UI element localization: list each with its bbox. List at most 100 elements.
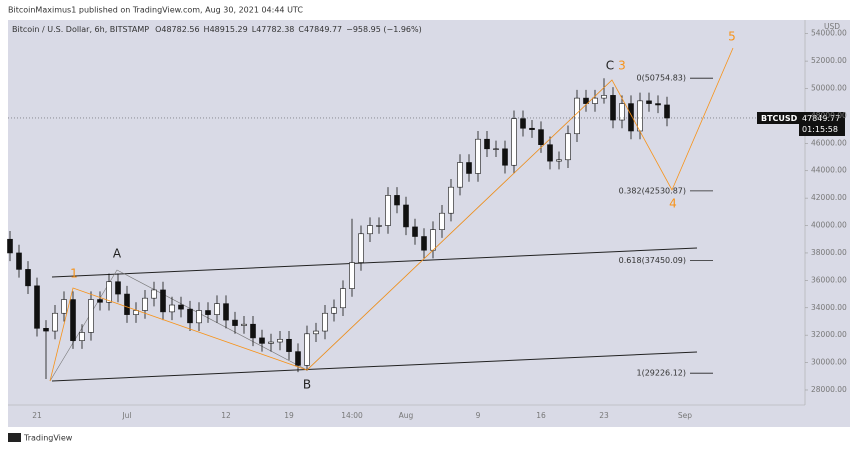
fib-label: 0.618(37450.09) xyxy=(619,256,686,265)
candle-body xyxy=(88,299,94,333)
ohlc-value: 48915.29 xyxy=(210,25,248,34)
candle-body xyxy=(637,100,643,132)
x-tick-label: 14:00 xyxy=(341,411,363,420)
candle-body xyxy=(529,127,535,130)
legend: Bitcoin / U.S. Dollar, 6h, BITSTAMP O4878… xyxy=(12,25,422,34)
x-tick-label: 12 xyxy=(221,411,231,420)
wave-label: 4 xyxy=(669,197,677,211)
candle-body xyxy=(115,281,121,295)
ohlc-value: 47782.38 xyxy=(256,25,294,34)
candle-body xyxy=(520,118,526,129)
x-tick-label: 16 xyxy=(536,411,546,420)
wave-label: A xyxy=(113,247,122,261)
candle-body xyxy=(169,304,175,313)
y-tick-label: 44000.00 xyxy=(811,166,847,175)
candle-body xyxy=(655,103,661,106)
candle-body xyxy=(484,138,490,150)
x-tick-label: 21 xyxy=(32,411,42,420)
y-tick-label: 36000.00 xyxy=(811,275,847,284)
ohlc-label: H xyxy=(204,25,210,34)
candle-body xyxy=(610,95,616,121)
y-tick-label: 42000.00 xyxy=(811,193,847,202)
price-tag: 47849.77 xyxy=(802,114,840,123)
x-tick-label: Sep xyxy=(678,411,692,420)
candle-body xyxy=(133,310,139,315)
candle-body xyxy=(223,303,229,321)
candle-body xyxy=(331,307,337,314)
candle-body xyxy=(259,337,265,344)
candle-body xyxy=(349,262,355,289)
candle-body xyxy=(547,144,553,162)
candle-body xyxy=(430,229,436,251)
currency: USD xyxy=(824,22,840,31)
x-tick-label: Aug xyxy=(399,411,414,420)
fib-label: 0.382(42530.87) xyxy=(619,186,686,195)
candle-body xyxy=(268,341,274,344)
candle-body xyxy=(295,351,301,366)
candle-body xyxy=(583,97,589,104)
fib-label: 0(50754.83) xyxy=(636,74,686,83)
candle-body xyxy=(52,312,58,332)
candle-body xyxy=(97,299,103,303)
candle-body xyxy=(79,332,85,341)
candle-body xyxy=(448,186,454,214)
candle-body xyxy=(250,323,256,339)
elliott-wave xyxy=(49,47,734,382)
candle-body xyxy=(601,95,607,99)
candle-body xyxy=(106,281,112,303)
x-tick-label: 19 xyxy=(284,411,294,420)
candle-body xyxy=(124,293,130,315)
time-axis xyxy=(8,405,850,427)
candle-body xyxy=(151,289,157,299)
y-tick-label: 34000.00 xyxy=(811,303,847,312)
candle-body xyxy=(367,225,373,235)
candle-body xyxy=(574,97,580,135)
candle-body xyxy=(7,238,13,254)
candle-body xyxy=(313,330,319,335)
wave-label: 3 xyxy=(618,59,626,73)
candle-body xyxy=(619,103,625,121)
candle-body xyxy=(286,338,292,352)
ohlc-label: O xyxy=(155,25,161,34)
candle-body xyxy=(304,333,310,366)
y-tick-label: 40000.00 xyxy=(811,221,847,230)
candle-body xyxy=(502,148,508,166)
candle-body xyxy=(61,299,67,314)
candle-body xyxy=(511,118,517,166)
candle-body xyxy=(70,299,76,341)
candle-body xyxy=(178,304,184,310)
price-axis xyxy=(805,20,850,405)
symbol-tag-bg xyxy=(757,112,799,124)
y-tick-label: 38000.00 xyxy=(811,248,847,257)
x-tick-label: Jul xyxy=(121,411,131,420)
candle-body xyxy=(421,236,427,251)
candle-body xyxy=(205,310,211,315)
candle-body xyxy=(556,159,562,162)
candle-body xyxy=(340,288,346,309)
wave-label: B xyxy=(303,378,311,392)
y-tick-label: 28000.00 xyxy=(811,385,847,394)
candle-body xyxy=(376,225,382,227)
y-tick-label: 32000.00 xyxy=(811,330,847,339)
footer: TradingView xyxy=(23,434,73,443)
candle-body xyxy=(16,252,22,270)
candle-body xyxy=(277,338,283,343)
candle-body xyxy=(403,204,409,228)
candle-body xyxy=(322,312,328,332)
candle-body xyxy=(385,195,391,226)
candle-body xyxy=(142,297,148,311)
candle-body xyxy=(25,269,31,287)
symbol-tag: BTCUSD xyxy=(761,114,798,123)
symbol: Bitcoin / U.S. Dollar, 6h, BITSTAMP xyxy=(12,25,149,34)
candle-body xyxy=(493,148,499,150)
candle-body xyxy=(664,104,670,119)
candle-body xyxy=(358,233,364,263)
candle-body xyxy=(466,162,472,174)
y-tick-label: 48000.00 xyxy=(811,111,847,120)
candle-body xyxy=(565,133,571,161)
candle-body xyxy=(646,100,652,104)
change: −958.95 (−1.96%) xyxy=(346,25,422,34)
candle-body xyxy=(628,103,634,132)
candle-body xyxy=(439,212,445,230)
candle-body xyxy=(232,319,238,326)
